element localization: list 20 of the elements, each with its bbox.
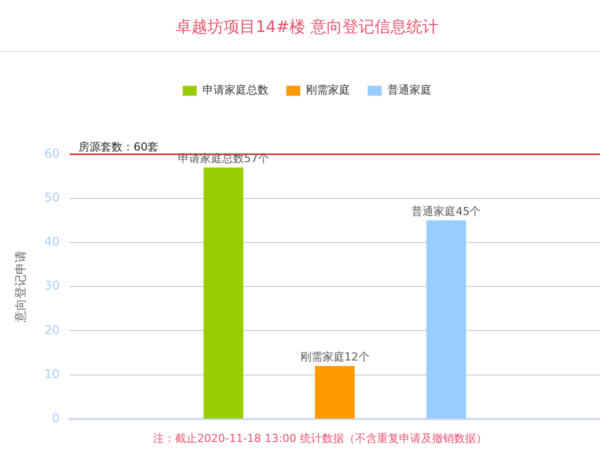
legend-label: 普通家庭 — [387, 84, 432, 97]
y-tick-label: 10 — [44, 366, 60, 381]
y-tick-label: 40 — [44, 234, 60, 249]
y-tick-label: 30 — [44, 278, 60, 293]
y-tick-label: 20 — [44, 322, 60, 337]
data-label: 普通家庭45个 — [412, 204, 481, 218]
legend-label: 刚需家庭 — [306, 84, 350, 97]
text: 注：截止2020-11-18 13:00 统计数据（不含重复申请及撤销数据） — [153, 432, 487, 445]
y-tick-label: 50 — [44, 190, 60, 204]
chart-title: 卓越坊项目14#楼 意向登记信息统计 — [176, 16, 438, 36]
bar — [204, 167, 244, 418]
y-tick-label: 0 — [52, 411, 60, 426]
data-label: 申请家庭总数57个 — [178, 152, 269, 165]
bar — [314, 366, 355, 418]
legend-label: 申请家庭总数 — [202, 84, 268, 97]
data-label: 刚需家庭12个 — [300, 350, 370, 364]
bar — [426, 220, 466, 418]
ref-line-label: 房源套数：60套 — [78, 140, 159, 154]
y-axis-title: 意向登记申请 — [13, 250, 28, 324]
y-tick-label: 60 — [44, 146, 60, 160]
